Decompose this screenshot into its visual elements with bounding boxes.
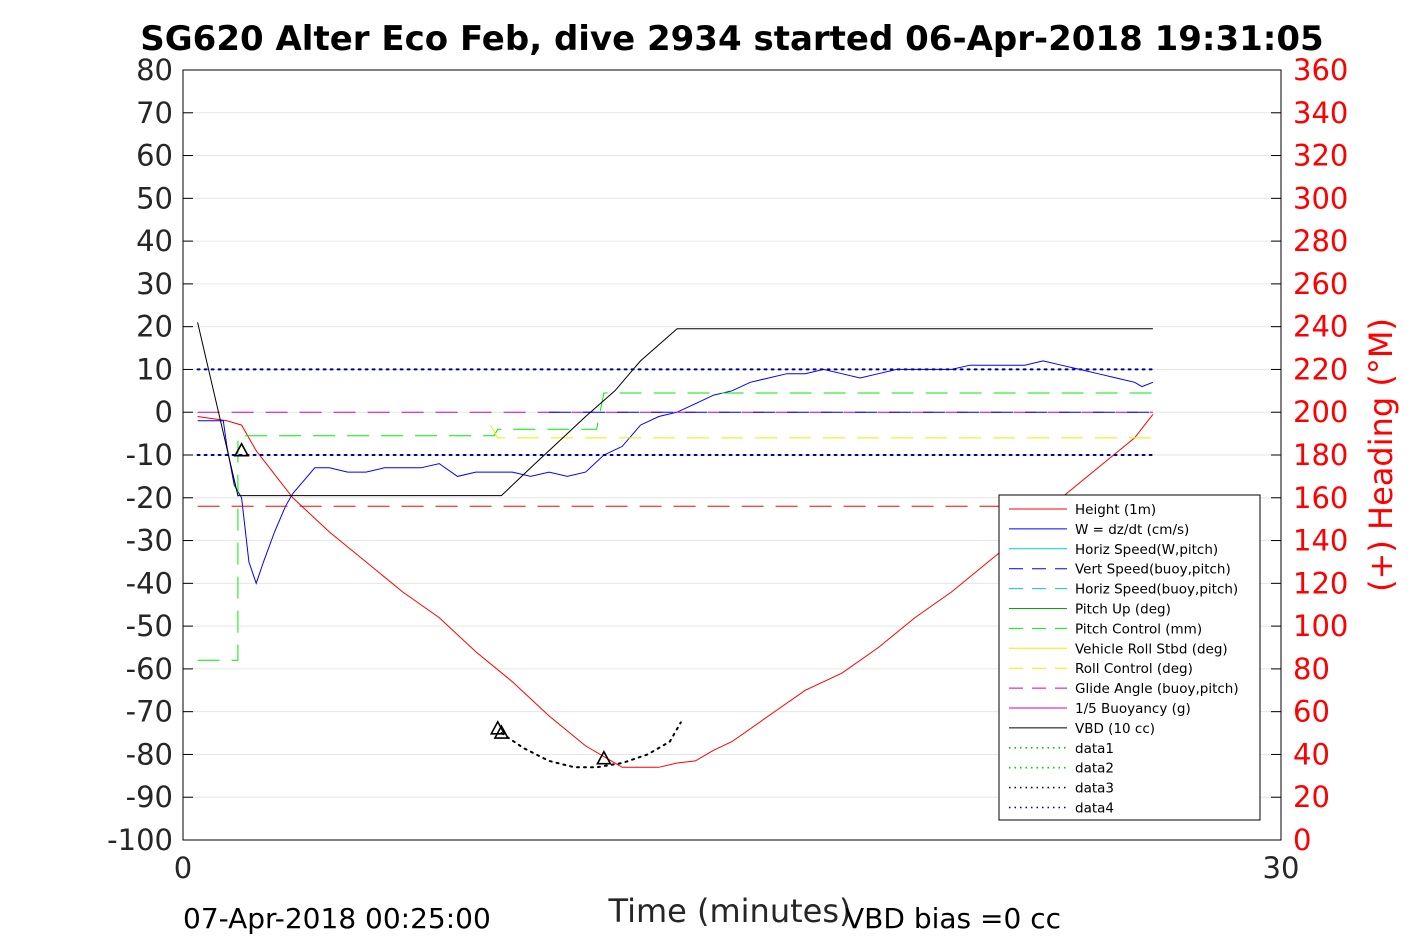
x-tick-label: 0 [174,851,192,885]
legend-label: Pitch Up (deg) [1075,602,1171,618]
triangle-markers [233,442,612,765]
right-tick-label: 60 [1293,695,1330,729]
legend-label: Roll Control (deg) [1075,661,1193,677]
series-pitch_control [197,392,1153,661]
left-tick-label: -10 [126,438,173,472]
left-tick-label: 0 [155,395,173,429]
left-tick-label: 80 [136,53,173,87]
series-vbd [197,322,1153,497]
legend-label: Horiz Speed(buoy,pitch) [1075,582,1238,598]
legend-label: W = dz/dt (cm/s) [1075,522,1189,538]
left-tick-label: -20 [126,481,173,515]
right-tick-label: 120 [1293,566,1348,600]
left-tick-label: -80 [126,737,173,771]
right-tick-label: 220 [1293,352,1348,386]
legend-label: Horiz Speed(W,pitch) [1075,542,1218,558]
left-tick-label: 20 [136,310,173,344]
left-tick-label: 30 [136,267,173,301]
right-tick-label: 240 [1293,310,1348,344]
left-tick-label: 50 [136,181,173,215]
legend-label: data4 [1075,801,1114,817]
right-tick-label: 0 [1293,823,1311,857]
right-tick-label: 20 [1293,780,1330,814]
left-tick-label: -90 [126,780,173,814]
right-tick-label: 280 [1293,224,1348,258]
right-tick-label: 100 [1293,609,1348,643]
series-data1 [500,721,682,769]
right-tick-label: 140 [1293,524,1348,558]
x-tick-label: 30 [1263,851,1300,885]
series-height [197,414,1154,768]
right-tick-label: 180 [1293,438,1348,472]
triangle-marker [596,750,612,765]
right-tick-label: 360 [1293,53,1348,87]
left-tick-label: 70 [136,96,173,130]
legend-label: Vert Speed(buoy,pitch) [1075,562,1231,578]
left-tick-label: 10 [136,352,173,386]
right-tick-label: 320 [1293,139,1348,173]
left-tick-label: -70 [126,695,173,729]
left-tick-label: -60 [126,652,173,686]
x-axis-label: Time (minutes) [608,892,852,930]
left-tick-label: -100 [107,823,173,857]
left-tick-label: -30 [126,524,173,558]
series-lines [196,322,1154,769]
triangle-marker [493,724,510,739]
legend-label: data2 [1075,761,1114,777]
right-axis-label: (+) Heading (°M) [1362,318,1400,592]
triangle-marker [233,442,250,457]
chart-title: SG620 Alter Eco Feb, dive 2934 started 0… [140,19,1323,59]
end-time-label: 07-Apr-2018 00:25:00 [183,902,491,935]
legend-label: 1/5 Buoyancy (g) [1075,701,1191,717]
right-tick-label: 160 [1293,481,1348,515]
legend-label: data3 [1075,781,1114,797]
right-tick-label: 340 [1293,96,1348,130]
legend-label: VBD (10 cc) [1075,721,1155,737]
axis-ticks: 80706050403020100-10-20-30-40-50-60-70-8… [107,53,1348,885]
left-tick-label: -40 [126,566,173,600]
legend-label: data1 [1075,741,1114,757]
left-tick-label: 40 [136,224,173,258]
right-tick-label: 80 [1293,652,1330,686]
legend: Height (1m) W = dz/dt (cm/s) Horiz Speed(W… [998,494,1261,821]
legend-label: Height (1m) [1075,502,1156,518]
right-tick-label: 200 [1293,395,1348,429]
right-tick-label: 260 [1293,267,1348,301]
legend-label: Vehicle Roll Stbd (deg) [1075,641,1228,657]
right-tick-label: 300 [1293,181,1348,215]
legend-label: Glide Angle (buoy,pitch) [1075,681,1239,697]
series-roll_control [489,424,1153,439]
legend-label: Pitch Control (mm) [1075,621,1202,637]
left-tick-label: 60 [136,139,173,173]
vbd-bias-label: VBD bias =0 cc [845,902,1061,935]
left-tick-label: -50 [126,609,173,643]
right-tick-label: 40 [1293,737,1330,771]
